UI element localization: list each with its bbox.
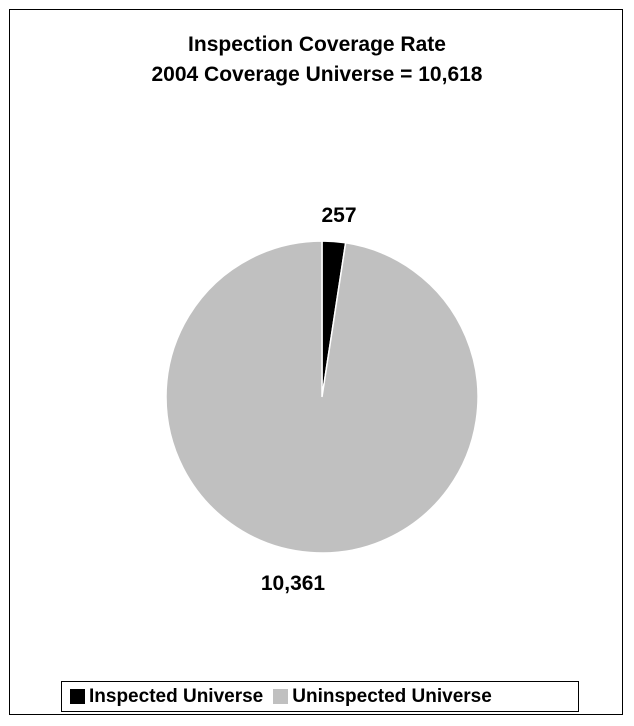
chart-subtitle: 2004 Coverage Universe = 10,618 <box>151 63 483 86</box>
slice-label-inspected: 257 <box>321 204 356 227</box>
chart-title: Inspection Coverage Rate <box>188 33 446 56</box>
pie-slice-uninspected <box>165 240 479 554</box>
legend-swatch-inspected <box>70 689 85 704</box>
legend: Inspected Universe Uninspected Universe <box>61 681 579 712</box>
legend-label-inspected: Inspected Universe <box>89 685 264 707</box>
legend-item-inspected: Inspected Universe <box>70 686 263 708</box>
legend-item-uninspected: Uninspected Universe <box>273 686 492 708</box>
legend-label-uninspected: Uninspected Universe <box>292 685 492 707</box>
slice-label-uninspected: 10,361 <box>261 572 326 595</box>
legend-swatch-uninspected <box>273 689 289 704</box>
